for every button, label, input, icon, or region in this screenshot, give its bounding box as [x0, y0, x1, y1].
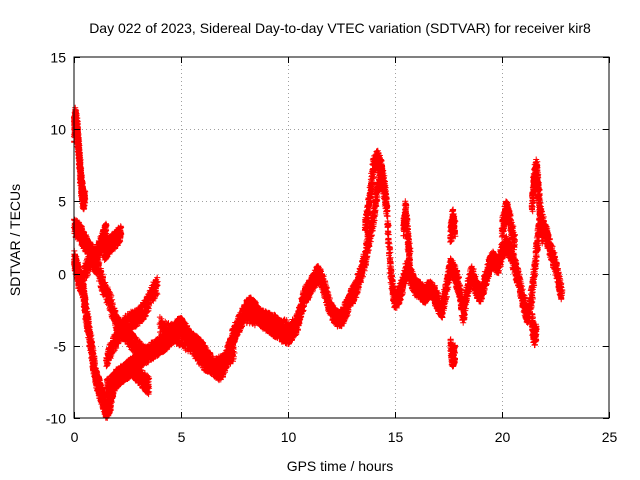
- x-tick-label: 10: [281, 429, 297, 445]
- y-axis-label: SDTVAR / TECUs: [7, 184, 23, 296]
- x-tick-label: 0: [71, 429, 79, 445]
- chart-title: Day 022 of 2023, Sidereal Day-to-day VTE…: [89, 20, 591, 36]
- y-tick-label: 15: [50, 50, 66, 66]
- axis-ticks: 0 5 10 15 20 25 -10 -5 0 5 10 15: [46, 50, 618, 446]
- y-tick-label: -5: [54, 339, 67, 355]
- y-tick-label: 0: [58, 267, 66, 283]
- x-tick-label: 20: [495, 429, 511, 445]
- x-tick-label: 5: [178, 429, 186, 445]
- x-tick-label: 25: [602, 429, 618, 445]
- x-axis-label: GPS time / hours: [287, 458, 394, 474]
- y-tick-label: -10: [46, 411, 66, 427]
- plot-frame: [73, 56, 610, 419]
- y-tick-label: 10: [50, 122, 66, 138]
- y-tick-label: 5: [58, 194, 66, 210]
- x-tick-label: 15: [388, 429, 404, 445]
